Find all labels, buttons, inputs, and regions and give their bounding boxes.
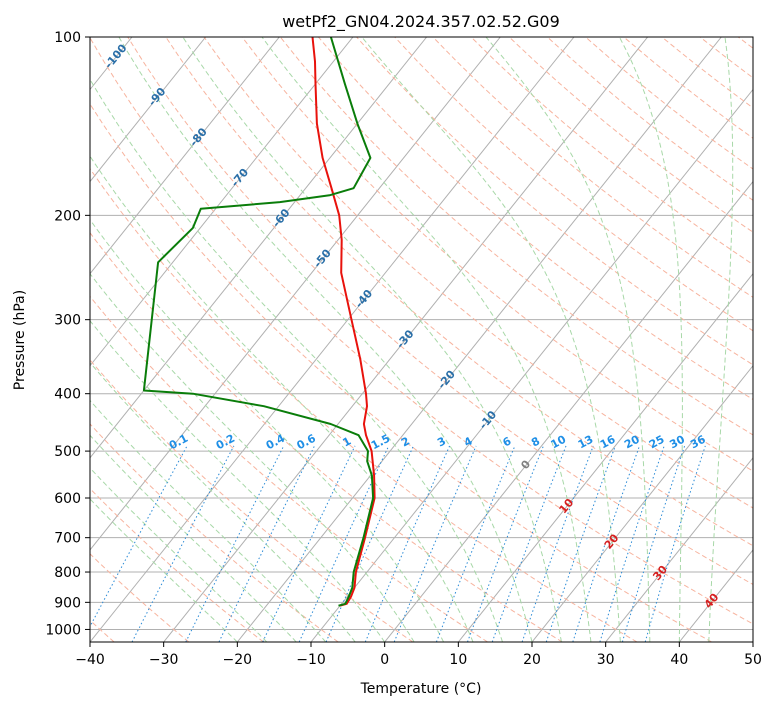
- isotherm-line: [163, 37, 649, 642]
- y-tick-label: 200: [54, 208, 81, 224]
- isotherm-line: [384, 180, 753, 642]
- dry-adiabat-line: [203, 37, 753, 509]
- mixing-ratio-line: [491, 445, 567, 642]
- dry-adiabat-line: [394, 37, 753, 332]
- y-tick-label: 100: [54, 30, 81, 46]
- y-tick-label: 1000: [45, 622, 81, 638]
- y-tick-label: 500: [54, 444, 81, 460]
- isotherm-line: [90, 37, 428, 459]
- isotherm-line: [310, 88, 753, 642]
- y-axis-label: Pressure (hPa): [12, 290, 28, 390]
- dry-adiabat-line: [90, 103, 712, 642]
- moist-adiabat-line: [90, 78, 503, 642]
- chart-title: wetPf2_GN04.2024.357.02.52.G09: [282, 12, 560, 32]
- moist-adiabat-line: [90, 498, 238, 642]
- background-lines: [90, 37, 753, 642]
- mixing-ratio-label: 16: [598, 433, 618, 452]
- moist-adiabat-line: [485, 37, 651, 642]
- x-tick-label: 10: [449, 652, 467, 668]
- mixing-ratio-label: 20: [622, 433, 642, 452]
- x-tick-label: 20: [523, 652, 541, 668]
- x-axis-label: Temperature (°C): [360, 681, 482, 697]
- moist-adiabat-line: [361, 37, 621, 642]
- y-axis-ticks: 100 200 300 400 500 600 700 800 900 1000: [45, 30, 90, 638]
- isotherm-line: [457, 272, 753, 642]
- moist-adiabat-line: [708, 37, 734, 642]
- y-tick-label: 800: [54, 565, 81, 581]
- x-tick-label: −20: [223, 652, 253, 668]
- isotherm-line: [236, 37, 722, 642]
- mixing-ratio-line: [364, 445, 451, 642]
- dry-adiabat-line: [90, 423, 339, 642]
- isotherm-line: [531, 364, 753, 642]
- y-tick-label: 600: [54, 491, 81, 507]
- moist-adiabat-line: [90, 320, 386, 642]
- moist-adiabat-line: [182, 37, 562, 642]
- x-tick-label: 30: [597, 652, 615, 668]
- isotherm-line: [90, 37, 207, 183]
- dry-adiabat-line: [279, 37, 753, 436]
- isotherm-line: [90, 37, 575, 642]
- dry-adiabat-line: [241, 37, 753, 472]
- moist-adiabat-line: [90, 467, 268, 642]
- isotherm-line: [605, 457, 753, 642]
- moist-adiabat-line: [90, 434, 297, 642]
- mixing-ratio-label: 30: [667, 433, 687, 452]
- mixing-ratio-label: 13: [576, 433, 596, 452]
- dry-adiabat-line: [165, 37, 753, 547]
- x-axis-ticks: −40 −30 −20 −10 0 10 20 30 40 50: [75, 642, 762, 668]
- y-tick-label: 400: [54, 387, 81, 403]
- y-tick-label: 700: [54, 531, 81, 547]
- x-tick-label: 0: [380, 652, 389, 668]
- moist-adiabat-line: [261, 37, 592, 642]
- profile-lines: [142, 37, 376, 607]
- x-tick-label: 40: [670, 652, 688, 668]
- dry-adiabat-line: [90, 359, 414, 642]
- x-tick-label: −40: [75, 652, 105, 668]
- x-tick-label: 50: [744, 652, 762, 668]
- mixing-ratio-line: [644, 445, 706, 642]
- moist-adiabat-line: [90, 155, 474, 642]
- mixing-ratio-label: 10: [549, 433, 569, 452]
- dry-adiabat-line: [356, 37, 753, 366]
- dry-adiabat-line: [90, 487, 264, 642]
- mixing-ratio-line: [185, 445, 285, 642]
- mixing-ratio-label: 36: [688, 433, 708, 452]
- dry-adiabat-line: [90, 295, 488, 642]
- y-tick-label: 900: [54, 595, 81, 611]
- mixing-ratio-line: [599, 445, 665, 642]
- plot-frame: [89, 36, 754, 643]
- mixing-ratio-line: [218, 445, 315, 642]
- moist-adiabat-line: [90, 218, 445, 642]
- x-tick-label: −10: [296, 652, 326, 668]
- moist-adiabat-line: [90, 399, 327, 642]
- moist-adiabat-line: [90, 273, 415, 642]
- isotherm-line: [90, 37, 354, 367]
- mixing-ratio-line: [545, 445, 616, 642]
- x-tick-label: −30: [149, 652, 179, 668]
- mixing-ratio-label: 25: [647, 433, 667, 452]
- isotherm-line: [90, 37, 501, 551]
- dry-adiabat-line: [90, 37, 753, 625]
- dry-adiabat-line: [90, 553, 190, 642]
- y-tick-label: 300: [54, 313, 81, 329]
- mixing-ratio-line: [467, 445, 544, 642]
- mixing-ratio-line: [572, 445, 640, 642]
- dry-adiabat-line: [90, 167, 638, 642]
- mixing-ratio-line: [621, 445, 686, 642]
- moist-adiabat-line: [618, 37, 683, 642]
- mixing-ratio-line: [325, 445, 414, 642]
- moist-adiabat-line: [118, 37, 533, 642]
- dewpoint-profile-line: [142, 37, 375, 607]
- temperature-profile-line: [311, 37, 376, 607]
- mixing-ratio-line: [521, 445, 594, 642]
- isotherm-line: [90, 37, 280, 275]
- dry-adiabat-line: [432, 37, 753, 298]
